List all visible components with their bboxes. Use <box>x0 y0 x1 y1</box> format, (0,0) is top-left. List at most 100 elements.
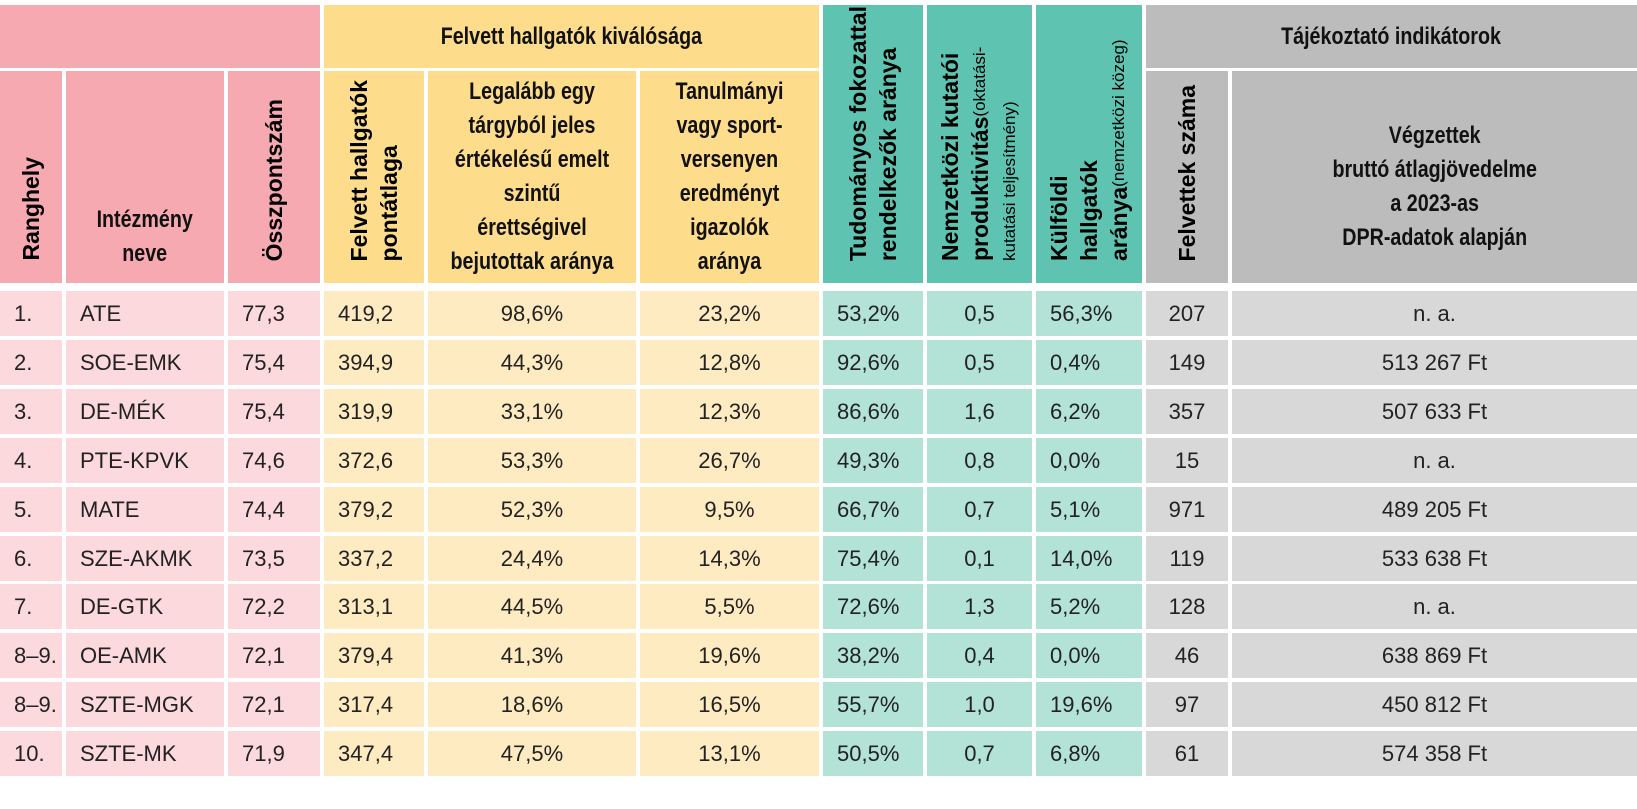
cell-kulfoldi: 56,3% <box>1036 291 1142 336</box>
cell-name: SZE-AKMK <box>66 536 224 581</box>
cell-verseny: 16,5% <box>640 682 819 727</box>
cell-kulfoldi: 14,0% <box>1036 536 1142 581</box>
cell-jovedelem: n. a. <box>1232 291 1637 336</box>
cell-kulfoldi: 0,4% <box>1036 340 1142 385</box>
cell-felvettek: 15 <box>1146 438 1228 483</box>
cell-kulfoldi: 0,0% <box>1036 438 1142 483</box>
cell-verseny: 13,1% <box>640 731 819 776</box>
cell-verseny: 12,8% <box>640 340 819 385</box>
cell-felvettek: 119 <box>1146 536 1228 581</box>
cell-felvettek: 46 <box>1146 633 1228 678</box>
cell-rank: 10. <box>0 731 62 776</box>
header-jovedelem-label: Végzettek bruttó átlagjövedelme a 2023-a… <box>1332 122 1537 251</box>
cell-doktor: 50,5% <box>823 731 923 776</box>
cell-kulfoldi: 5,2% <box>1036 584 1142 629</box>
cell-felvettek: 97 <box>1146 682 1228 727</box>
cell-total: 71,9 <box>228 731 320 776</box>
cell-kutatas: 0,5 <box>927 340 1032 385</box>
cell-verseny: 19,6% <box>640 633 819 678</box>
cell-avg: 319,9 <box>324 389 424 434</box>
cell-total: 75,4 <box>228 340 320 385</box>
cell-name: SZTE-MGK <box>66 682 224 727</box>
cell-name: DE-MÉK <box>66 389 224 434</box>
cell-kutatas: 0,8 <box>927 438 1032 483</box>
header-kulfoldi-label: Külföldi hallgatók aránya(nemzetközi köz… <box>1044 5 1134 261</box>
header-verseny-label: Tanulmányi vagy sport- versenyen eredmén… <box>675 78 784 275</box>
header-kulfoldi: Külföldi hallgatók aránya(nemzetközi köz… <box>1036 5 1142 283</box>
header-name-label: Intézmény neve <box>96 206 194 267</box>
cell-emelt: 47,5% <box>428 731 636 776</box>
header-felvettek: Felvettek száma <box>1146 71 1228 283</box>
cell-avg: 337,2 <box>324 536 424 581</box>
group-header-selection: Felvett hallgatók kiválósága <box>324 5 819 68</box>
cell-jovedelem: 450 812 Ft <box>1232 682 1637 727</box>
cell-verseny: 12,3% <box>640 389 819 434</box>
header-felvettek-label: Felvettek száma <box>1174 84 1200 261</box>
cell-kulfoldi: 6,8% <box>1036 731 1142 776</box>
cell-jovedelem: 638 869 Ft <box>1232 633 1637 678</box>
cell-rank: 1. <box>0 291 62 336</box>
header-name: Intézmény neve <box>66 71 224 283</box>
cell-emelt: 53,3% <box>428 438 636 483</box>
header-jovedelem: Végzettek bruttó átlagjövedelme a 2023-a… <box>1232 71 1637 283</box>
cell-avg: 347,4 <box>324 731 424 776</box>
cell-jovedelem: n. a. <box>1232 584 1637 629</box>
cell-name: MATE <box>66 487 224 532</box>
cell-emelt: 41,3% <box>428 633 636 678</box>
cell-kutatas: 1,6 <box>927 389 1032 434</box>
cell-avg: 379,2 <box>324 487 424 532</box>
cell-doktor: 55,7% <box>823 682 923 727</box>
header-rank: Ranghely <box>0 71 62 283</box>
cell-total: 73,5 <box>228 536 320 581</box>
cell-avg: 379,4 <box>324 633 424 678</box>
cell-doktor: 53,2% <box>823 291 923 336</box>
cell-rank: 6. <box>0 536 62 581</box>
cell-avg: 317,4 <box>324 682 424 727</box>
cell-total: 74,6 <box>228 438 320 483</box>
cell-felvettek: 128 <box>1146 584 1228 629</box>
cell-rank: 2. <box>0 340 62 385</box>
cell-name: DE-GTK <box>66 584 224 629</box>
header-verseny: Tanulmányi vagy sport- versenyen eredmén… <box>640 71 819 283</box>
cell-rank: 7. <box>0 584 62 629</box>
cell-verseny: 23,2% <box>640 291 819 336</box>
cell-total: 77,3 <box>228 291 320 336</box>
cell-kutatas: 1,3 <box>927 584 1032 629</box>
cell-name: SZTE-MK <box>66 731 224 776</box>
cell-kulfoldi: 5,1% <box>1036 487 1142 532</box>
header-doktor: Tudományos fokozattal rendelkezők aránya <box>823 5 923 283</box>
cell-doktor: 38,2% <box>823 633 923 678</box>
cell-felvettek: 61 <box>1146 731 1228 776</box>
cell-name: OE-AMK <box>66 633 224 678</box>
cell-total: 72,1 <box>228 633 320 678</box>
cell-emelt: 44,3% <box>428 340 636 385</box>
header-kutatas: Nemzetközi kutatói produktivitás(oktatás… <box>927 5 1032 283</box>
cell-kutatas: 0,4 <box>927 633 1032 678</box>
header-total-label: Összpontszám <box>261 98 287 261</box>
cell-kulfoldi: 0,0% <box>1036 633 1142 678</box>
cell-verseny: 5,5% <box>640 584 819 629</box>
cell-felvettek: 971 <box>1146 487 1228 532</box>
group-header-selection-label: Felvett hallgatók kiválósága <box>440 22 703 50</box>
header-doktor-label: Tudományos fokozattal rendelkezők aránya <box>845 5 901 261</box>
cell-total: 74,4 <box>228 487 320 532</box>
cell-kulfoldi: 6,2% <box>1036 389 1142 434</box>
cell-rank: 3. <box>0 389 62 434</box>
cell-avg: 394,9 <box>324 340 424 385</box>
cell-jovedelem: 489 205 Ft <box>1232 487 1637 532</box>
cell-verseny: 9,5% <box>640 487 819 532</box>
header-emelt-label: Legalább egy tárgyból jeles értékelésű e… <box>450 78 614 275</box>
cell-kutatas: 0,7 <box>927 731 1032 776</box>
cell-doktor: 72,6% <box>823 584 923 629</box>
cell-name: PTE-KPVK <box>66 438 224 483</box>
cell-name: SOE-EMK <box>66 340 224 385</box>
cell-emelt: 33,1% <box>428 389 636 434</box>
cell-kutatas: 0,1 <box>927 536 1032 581</box>
cell-total: 72,2 <box>228 584 320 629</box>
cell-avg: 419,2 <box>324 291 424 336</box>
cell-doktor: 86,6% <box>823 389 923 434</box>
cell-name: ATE <box>66 291 224 336</box>
cell-kulfoldi: 19,6% <box>1036 682 1142 727</box>
cell-avg: 372,6 <box>324 438 424 483</box>
